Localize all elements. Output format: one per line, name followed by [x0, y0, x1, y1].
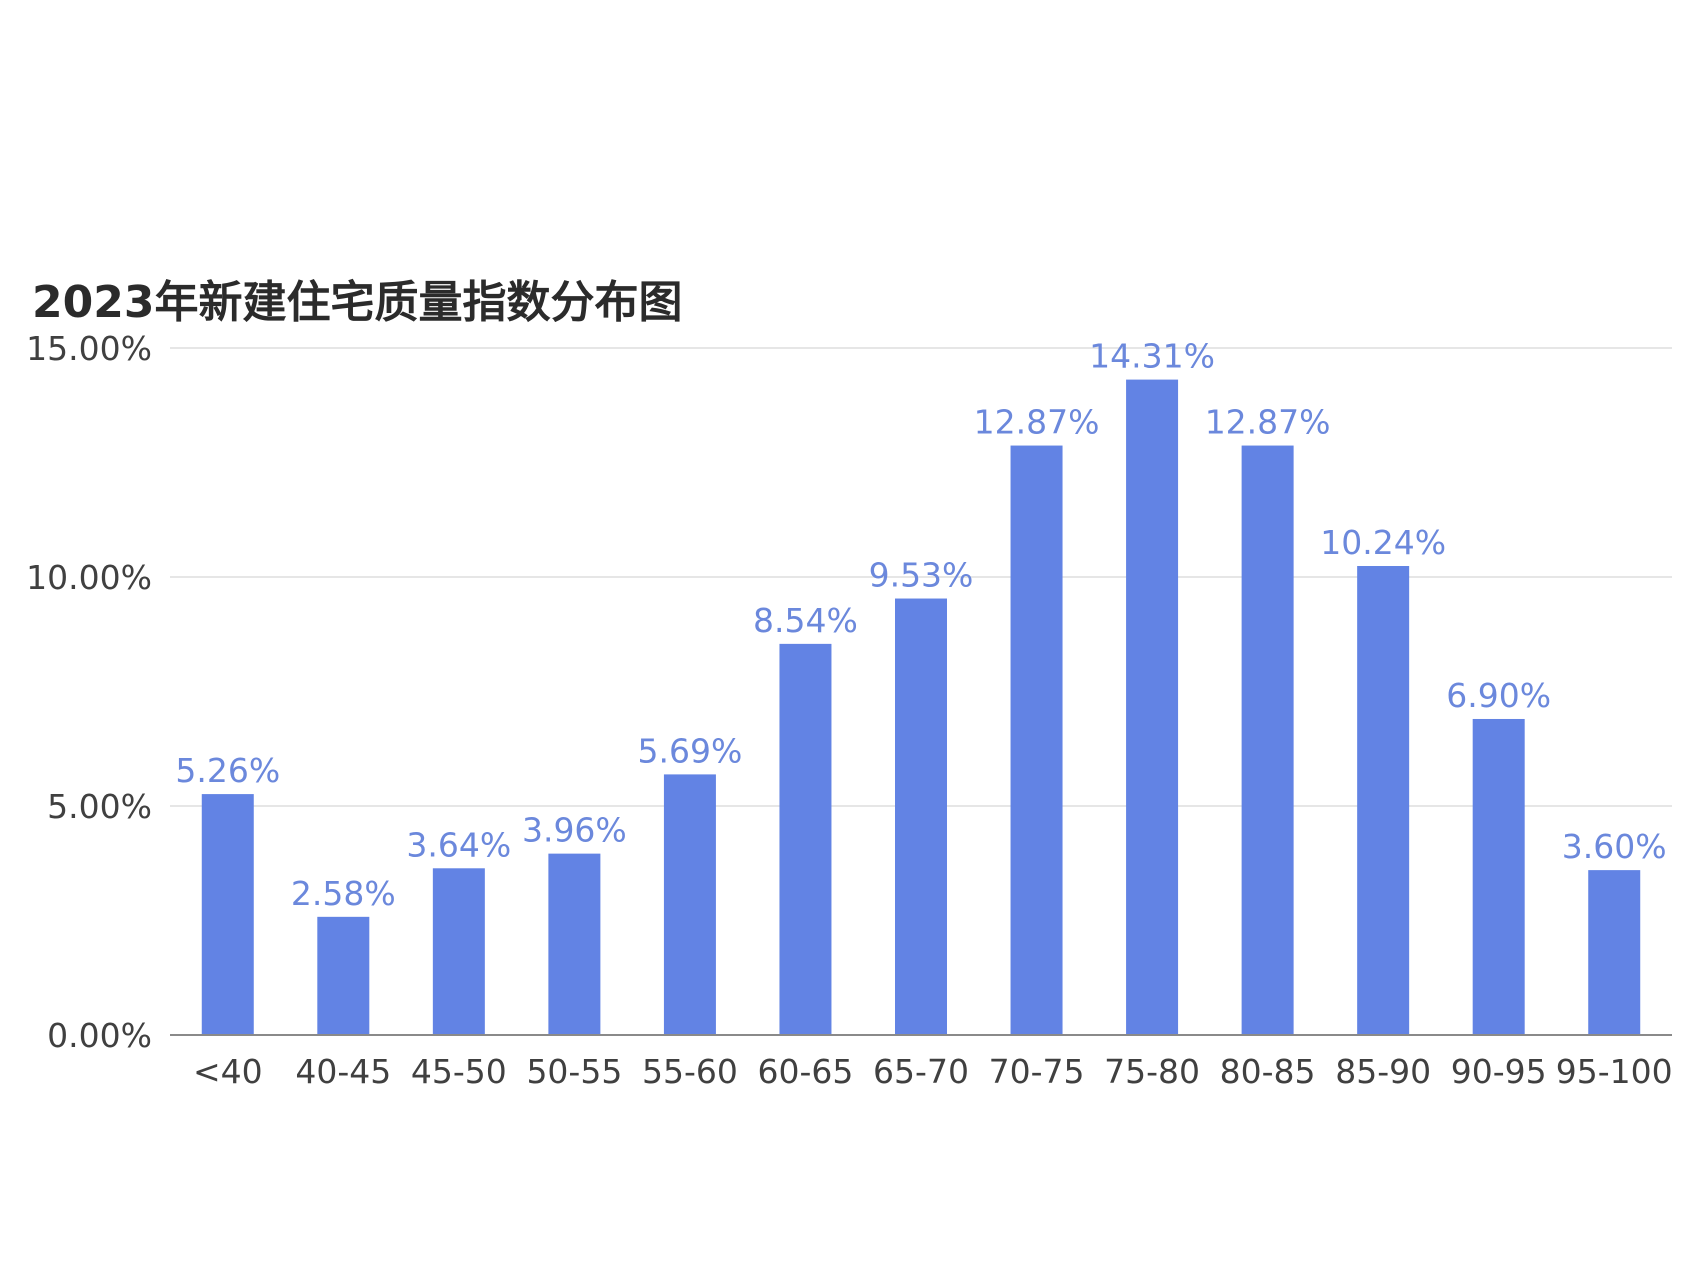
y-tick-label: 5.00% [47, 787, 152, 826]
data-label: 3.64% [406, 825, 511, 864]
bar [201, 794, 254, 1035]
data-label: 6.90% [1446, 676, 1551, 715]
data-label: 14.31% [1089, 337, 1215, 376]
x-tick-label: 75-80 [1104, 1052, 1200, 1091]
bar [1472, 718, 1525, 1035]
x-tick-label: 85-90 [1335, 1052, 1431, 1091]
y-tick-label: 15.00% [26, 329, 152, 368]
x-axis-ticks: <40 40-45 45-50 50-55 55-60 60-65 65-70 70-75 75… [193, 1052, 1673, 1091]
data-label: 12.87% [1205, 403, 1331, 442]
bar [432, 868, 485, 1035]
x-tick-label: <40 [193, 1052, 263, 1091]
data-label: 3.96% [522, 811, 627, 850]
data-label: 8.54% [753, 601, 858, 640]
data-label: 5.26% [175, 751, 280, 790]
bar [1126, 379, 1179, 1035]
y-axis-ticks: 0.00% 5.00% 10.00% 15.00% [26, 329, 152, 1055]
bar [317, 916, 370, 1035]
x-tick-label: 70-75 [989, 1052, 1085, 1091]
x-tick-label: 95-100 [1556, 1052, 1673, 1091]
x-tick-label: 45-50 [411, 1052, 507, 1091]
bar [1010, 445, 1063, 1036]
data-label: 10.24% [1320, 523, 1446, 562]
bar [895, 598, 947, 1035]
chart-title: 2023年新建住宅质量指数分布图 [32, 277, 683, 328]
bar [1357, 566, 1410, 1035]
bar [1588, 870, 1641, 1035]
data-label: 5.69% [638, 731, 743, 770]
data-label: 12.87% [974, 403, 1100, 442]
bar [1241, 445, 1294, 1036]
y-tick-label: 10.00% [26, 558, 152, 597]
x-tick-label: 80-85 [1220, 1052, 1316, 1091]
x-tick-label: 40-45 [295, 1052, 391, 1091]
bar [548, 853, 601, 1035]
x-tick-label: 90-95 [1451, 1052, 1547, 1091]
x-tick-label: 60-65 [758, 1052, 854, 1091]
bars [201, 379, 1641, 1036]
x-tick-label: 55-60 [642, 1052, 738, 1091]
data-label: 3.60% [1562, 827, 1667, 866]
bar [663, 774, 716, 1035]
x-tick-label: 50-55 [526, 1052, 622, 1091]
data-label: 9.53% [869, 556, 974, 595]
y-tick-label: 0.00% [47, 1016, 152, 1055]
x-tick-label: 65-70 [873, 1052, 969, 1091]
bar [779, 643, 832, 1035]
data-labels: 5.26% 2.58% 3.64% 3.96% 5.69% 8.54% 9.53% 12.87… [175, 337, 1666, 913]
data-label: 2.58% [291, 874, 396, 913]
